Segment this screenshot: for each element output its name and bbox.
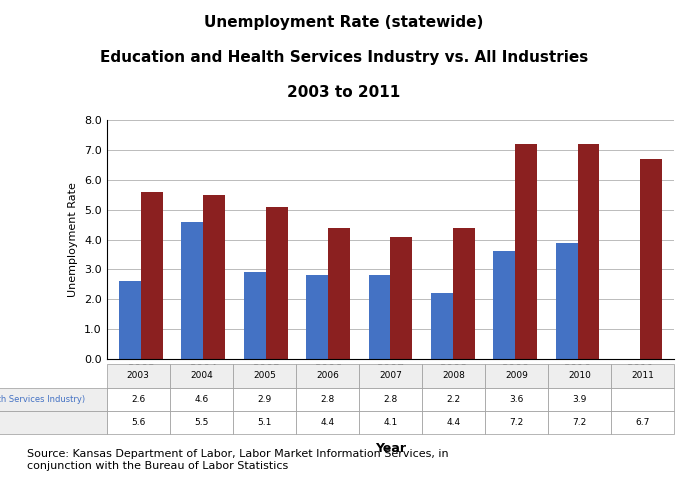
Text: Unemployment Rate (statewide): Unemployment Rate (statewide) — [204, 15, 484, 30]
Text: Year: Year — [375, 442, 406, 455]
Bar — [119, 281, 141, 359]
Y-axis label: Unemployment Rate: Unemployment Rate — [69, 182, 78, 297]
Bar — [577, 144, 599, 359]
Text: Source: Kansas Department of Labor, Labor Market Information Services, in
conjun: Source: Kansas Department of Labor, Labo… — [28, 449, 449, 471]
Bar — [182, 222, 204, 359]
Bar — [266, 207, 288, 359]
Bar — [556, 243, 577, 359]
Bar — [493, 251, 515, 359]
Bar — [204, 195, 225, 359]
Text: 2003 to 2011: 2003 to 2011 — [288, 85, 400, 100]
Bar — [390, 237, 412, 359]
Bar — [141, 192, 163, 359]
Bar — [431, 293, 453, 359]
Bar — [328, 228, 350, 359]
Bar — [369, 275, 390, 359]
Text: Education and Health Services Industry vs. All Industries: Education and Health Services Industry v… — [100, 50, 588, 65]
Bar — [640, 159, 662, 359]
Bar — [306, 275, 328, 359]
Bar — [453, 228, 475, 359]
Bar — [244, 272, 266, 359]
Bar — [515, 144, 537, 359]
